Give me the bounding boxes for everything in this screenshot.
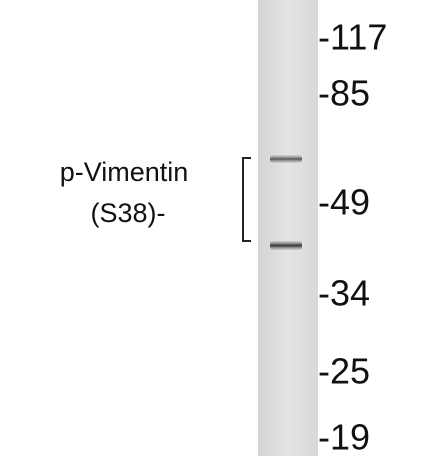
marker-label: -85: [318, 73, 370, 114]
bracket: [242, 157, 251, 242]
marker-label: -25: [318, 351, 370, 392]
marker-group: -117 -85 -49 -34 -25 -19: [318, 17, 387, 458]
protein-label: (S38)-: [90, 198, 165, 228]
marker-label: -49: [318, 182, 370, 223]
protein-label: p-Vimentin: [60, 157, 189, 187]
lane: [258, 0, 318, 456]
band: [270, 155, 302, 163]
marker-label: -19: [318, 417, 370, 456]
marker-label: -117: [318, 17, 387, 58]
marker-label: -34: [318, 273, 370, 314]
band: [270, 241, 302, 250]
